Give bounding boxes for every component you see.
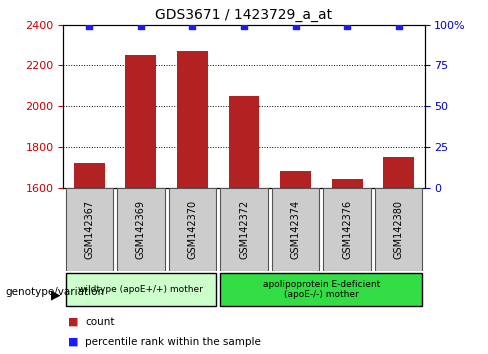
Text: GSM142380: GSM142380 [394, 200, 404, 259]
Bar [177, 51, 208, 188]
Point [240, 24, 248, 29]
Bar [74, 163, 105, 188]
Point [395, 24, 403, 29]
Point [188, 24, 196, 29]
Bar [169, 188, 216, 271]
Bar [125, 55, 156, 188]
Bar [375, 188, 423, 271]
Bar [228, 96, 260, 188]
Bar [117, 188, 164, 271]
Bar [332, 179, 363, 188]
Bar [65, 273, 216, 306]
Bar [383, 157, 414, 188]
Bar [220, 188, 268, 271]
Bar [324, 188, 371, 271]
Point [292, 24, 300, 29]
Bar [280, 171, 311, 188]
Bar [272, 188, 319, 271]
Text: GSM142370: GSM142370 [187, 200, 198, 259]
Text: ■: ■ [68, 337, 79, 347]
Bar [220, 273, 423, 306]
Text: GSM142376: GSM142376 [342, 200, 352, 259]
Text: GSM142369: GSM142369 [136, 200, 146, 259]
Point [85, 24, 93, 29]
Text: ■: ■ [68, 317, 79, 327]
Text: wildtype (apoE+/+) mother: wildtype (apoE+/+) mother [79, 285, 203, 294]
Text: genotype/variation: genotype/variation [5, 287, 104, 297]
Point [137, 24, 145, 29]
Title: GDS3671 / 1423729_a_at: GDS3671 / 1423729_a_at [156, 8, 332, 22]
Text: GSM142367: GSM142367 [84, 200, 94, 259]
Text: apolipoprotein E-deficient
(apoE-/-) mother: apolipoprotein E-deficient (apoE-/-) mot… [263, 280, 380, 299]
Text: percentile rank within the sample: percentile rank within the sample [85, 337, 261, 347]
Text: count: count [85, 317, 115, 327]
Point [343, 24, 351, 29]
Text: GSM142372: GSM142372 [239, 200, 249, 259]
Text: ▶: ▶ [51, 288, 61, 301]
Bar [65, 188, 113, 271]
Text: GSM142374: GSM142374 [290, 200, 301, 259]
